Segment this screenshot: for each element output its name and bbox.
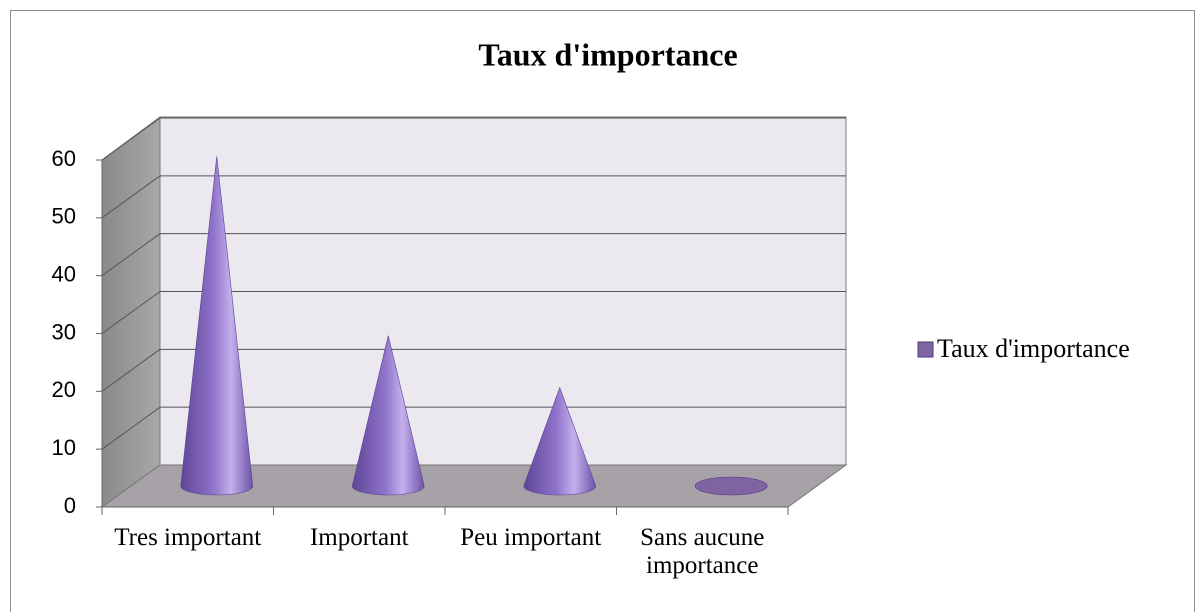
y-tick-label: 30 — [52, 319, 76, 344]
x-tick-label: Sans aucune importance — [640, 524, 765, 579]
cone — [694, 476, 768, 496]
grid-line — [101, 233, 161, 277]
x-tick-label: Important — [309, 524, 409, 551]
grid-line — [101, 117, 161, 161]
cone — [523, 386, 597, 496]
x-tick-label: Peu important — [460, 524, 602, 551]
grid-line — [101, 348, 161, 392]
x-tick-label: Tres important — [114, 524, 262, 551]
grid-line — [101, 291, 161, 334]
y-tick-label: 0 — [64, 493, 76, 518]
y-tick-label: 40 — [52, 261, 76, 286]
legend-label: Taux d'importance — [937, 334, 1130, 363]
y-tick-label: 20 — [52, 377, 76, 402]
y-tick-label: 10 — [52, 435, 76, 460]
cone — [180, 156, 254, 496]
legend-swatch — [917, 341, 934, 358]
grid-line — [101, 175, 161, 219]
chart-title: Taux d'importance — [478, 36, 737, 72]
grid-line — [101, 406, 161, 450]
cone — [351, 335, 425, 496]
y-tick-label: 50 — [52, 204, 76, 229]
y-tick-label: 60 — [52, 146, 76, 171]
chart-border — [10, 10, 1195, 612]
